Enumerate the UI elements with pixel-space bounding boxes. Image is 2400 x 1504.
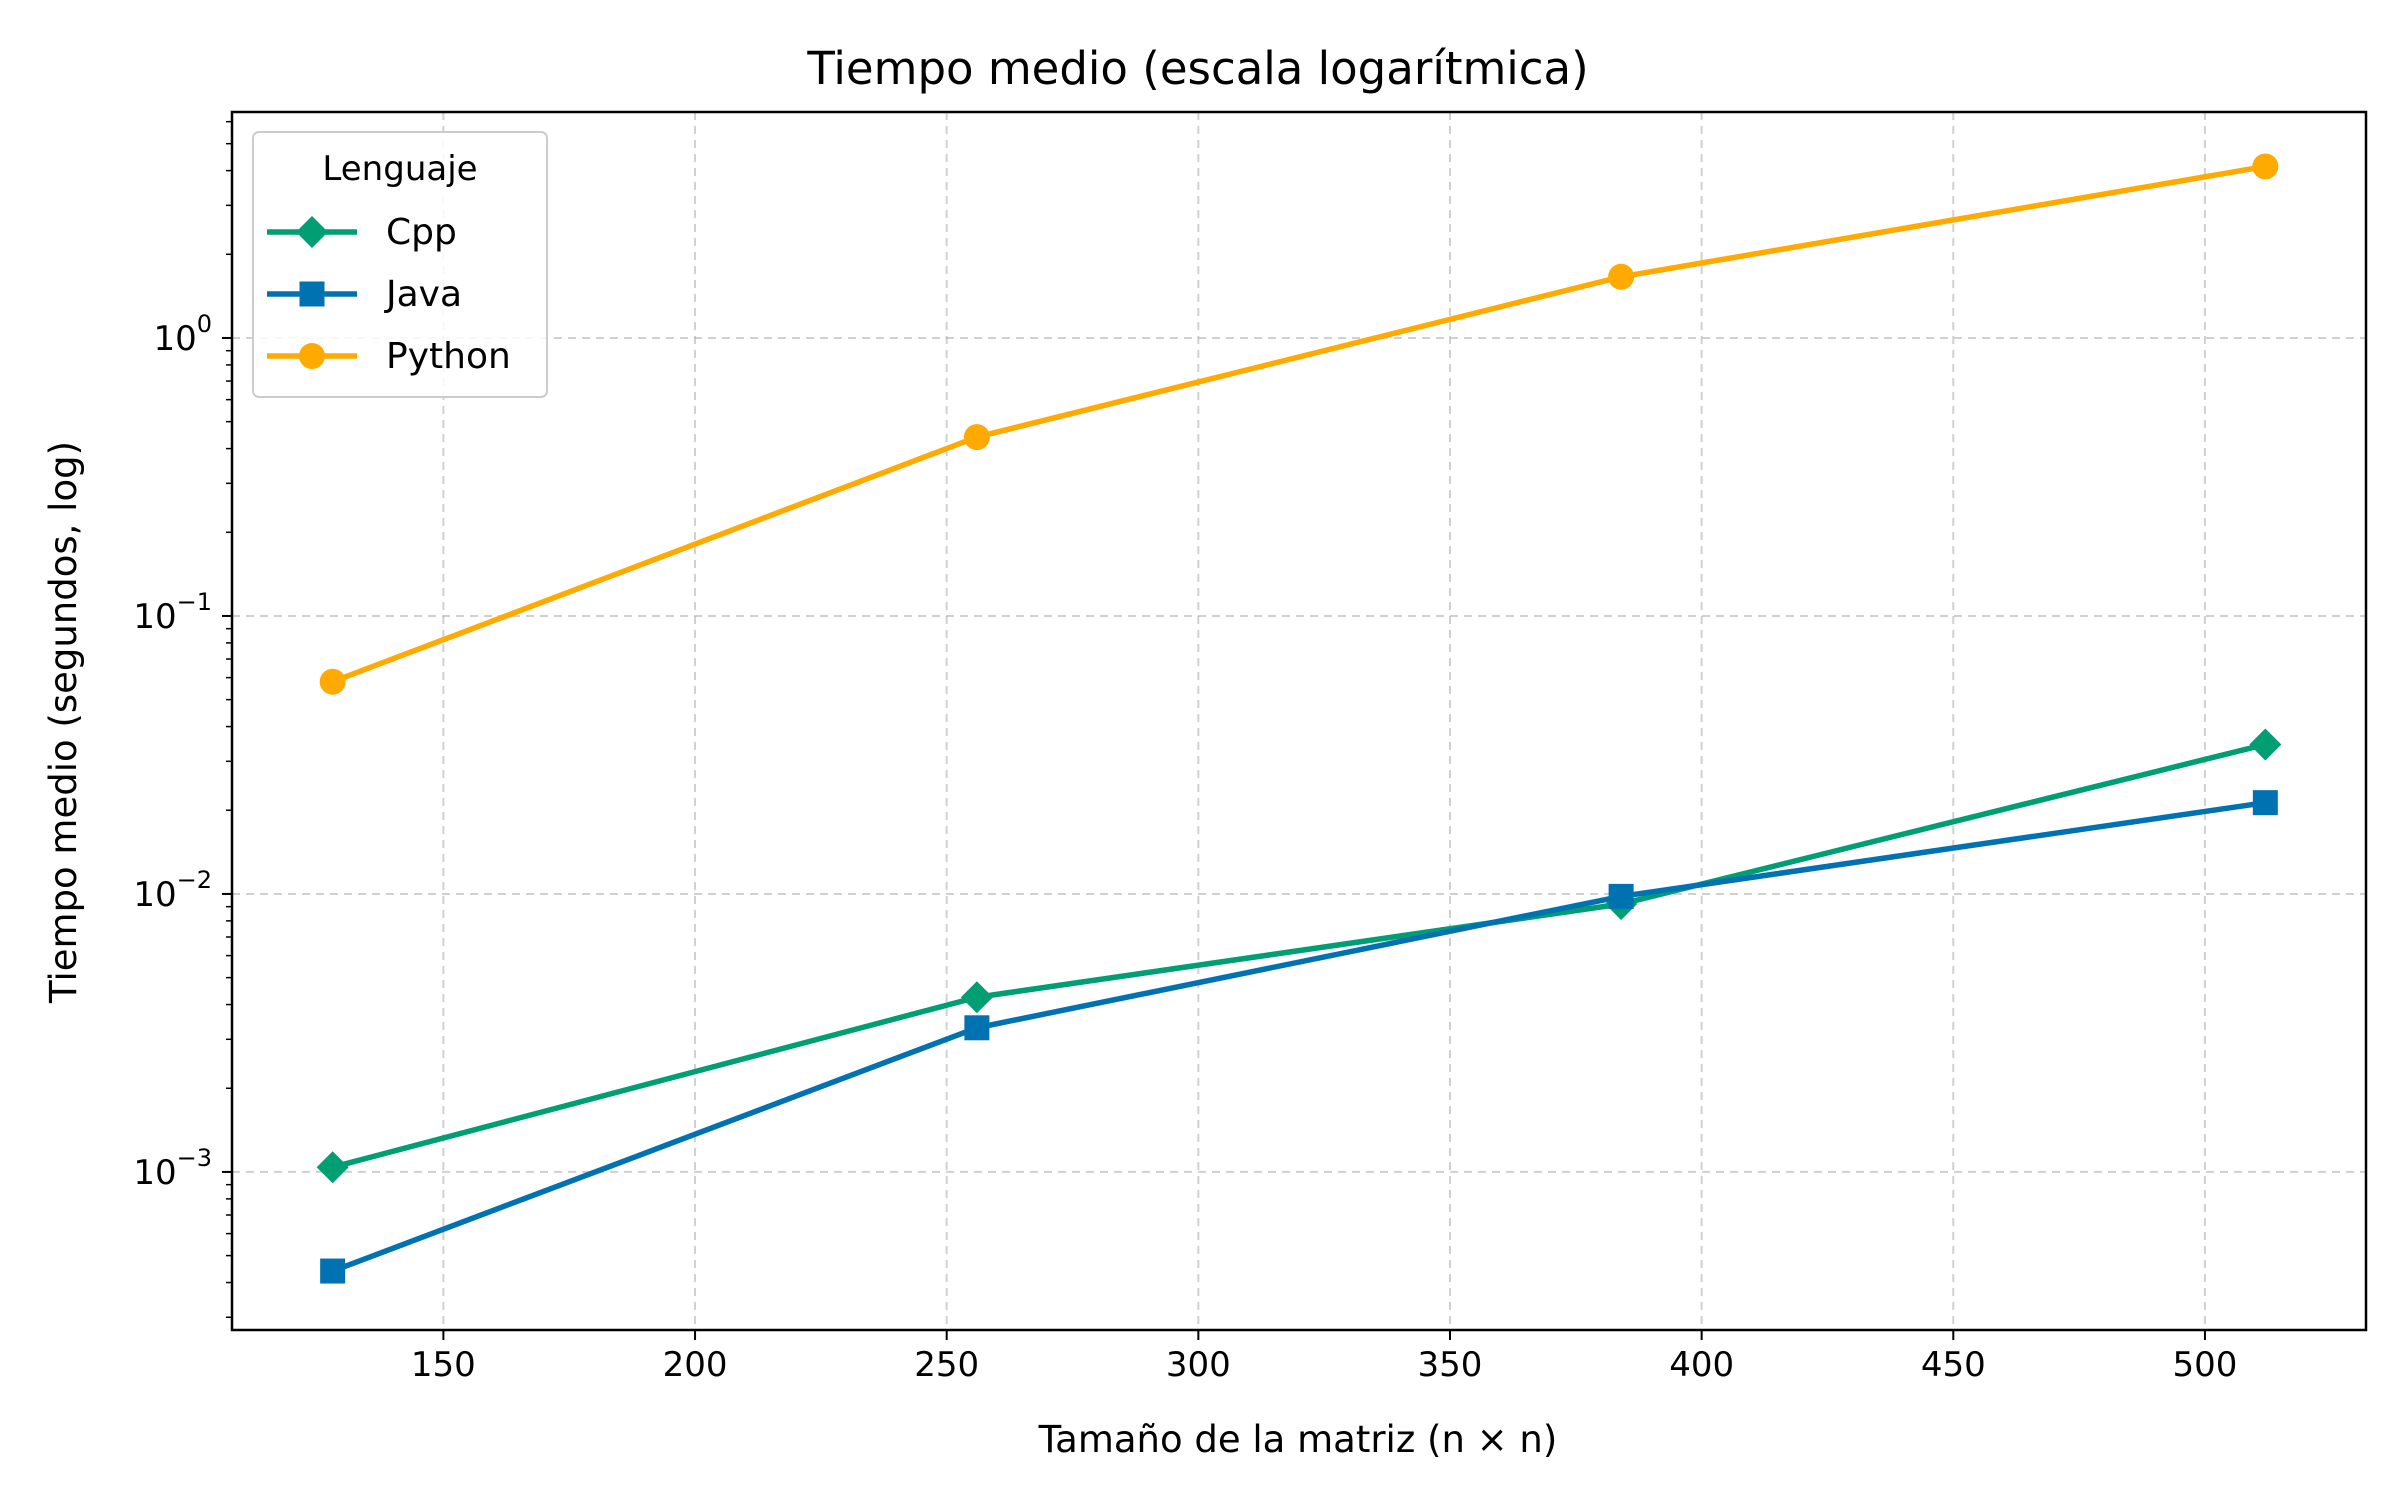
legend-item-python: Python [267, 336, 511, 377]
cpp-point [2249, 728, 2282, 761]
legend-marker [299, 281, 325, 307]
x-tick-label: 200 [663, 1345, 728, 1385]
legend-label: Python [386, 336, 511, 377]
legend-item-java: Java [267, 274, 462, 315]
series-cpp [316, 728, 2282, 1184]
legend-title: Lenguaje [322, 149, 477, 189]
series-layer [316, 153, 2282, 1284]
legend-item-cpp: Cpp [267, 212, 457, 253]
axes: 150 200 250 300 350 400 450 500 10−3 10−2 10−1 100 [133, 120, 2237, 1385]
legend-label: Cpp [386, 212, 457, 253]
x-tick-label: 500 [2172, 1345, 2237, 1385]
x-tick-label: 250 [914, 1345, 979, 1385]
java-line [331, 799, 2266, 1274]
java-point [1608, 883, 1634, 909]
plot-area-frame [230, 110, 2368, 1332]
java-point [320, 1258, 346, 1284]
series-java [320, 790, 2278, 1284]
x-tick-label: 400 [1669, 1345, 1734, 1385]
python-point [963, 424, 990, 451]
chart-title: Tiempo medio (escala logarítmica) [806, 42, 1588, 95]
x-tick-label: 450 [1921, 1345, 1986, 1385]
python-line [331, 163, 2266, 685]
legend-box [252, 131, 548, 398]
legend-marker [296, 216, 328, 248]
grid-lines [232, 112, 2366, 1330]
legend: Lenguaje Cpp Java Python [252, 131, 548, 398]
y-axis-label: Tiempo medio (segundos, log) [42, 441, 85, 1004]
y-tick-label: 100 [153, 310, 212, 359]
y-tick-label: 10−2 [133, 866, 212, 915]
java-point [964, 1015, 990, 1041]
legend-label: Java [384, 274, 462, 315]
series-python [319, 153, 2279, 695]
x-axis-label: Tamaño de la matriz (n × n) [1038, 1418, 1558, 1461]
cpp-point [960, 981, 993, 1014]
y-tick-label: 10−1 [133, 588, 212, 637]
x-tick-label: 300 [1166, 1345, 1231, 1385]
x-tick-label: 350 [1418, 1345, 1483, 1385]
python-point [1608, 263, 1635, 290]
python-point [2252, 153, 2279, 180]
python-point [319, 668, 346, 695]
java-point [2252, 790, 2278, 816]
cpp-point [316, 1151, 349, 1184]
cpp-line [331, 741, 2267, 1170]
y-tick-label: 10−3 [133, 1144, 212, 1193]
x-tick-label: 150 [411, 1345, 476, 1385]
legend-marker [299, 343, 325, 369]
